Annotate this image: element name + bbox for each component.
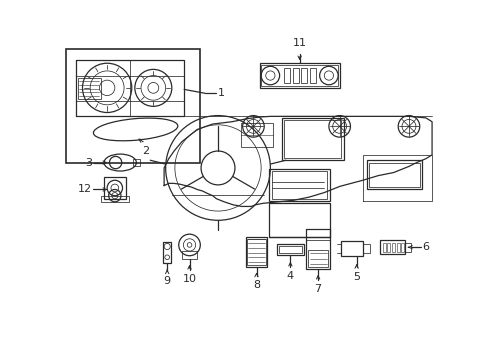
Bar bbox=[163, 242, 171, 264]
Bar bbox=[383, 243, 386, 252]
Bar bbox=[104, 177, 125, 199]
Text: 2: 2 bbox=[142, 147, 149, 156]
Text: 7: 7 bbox=[315, 284, 321, 294]
Bar bbox=[367, 160, 422, 189]
Bar bbox=[182, 251, 197, 259]
Text: 8: 8 bbox=[253, 280, 260, 291]
Text: 1: 1 bbox=[218, 88, 225, 98]
Bar bbox=[245, 237, 268, 266]
Bar bbox=[401, 243, 404, 252]
Bar bbox=[308, 249, 328, 266]
Bar bbox=[388, 243, 391, 252]
Bar bbox=[284, 68, 291, 83]
Bar bbox=[381, 240, 405, 254]
Bar bbox=[369, 163, 420, 187]
Text: 12: 12 bbox=[77, 184, 92, 194]
Text: 4: 4 bbox=[287, 271, 294, 281]
Bar bbox=[276, 244, 304, 255]
Bar bbox=[397, 243, 400, 252]
Bar bbox=[241, 122, 273, 147]
Text: 10: 10 bbox=[182, 274, 196, 284]
Bar bbox=[272, 171, 327, 199]
Text: 11: 11 bbox=[293, 38, 307, 48]
Bar bbox=[341, 241, 363, 256]
Bar bbox=[284, 120, 341, 158]
Bar bbox=[260, 63, 340, 88]
Bar bbox=[261, 65, 338, 86]
Bar bbox=[78, 78, 101, 99]
Bar bbox=[269, 203, 330, 237]
Bar bbox=[306, 229, 330, 269]
Bar bbox=[363, 244, 370, 253]
Bar bbox=[301, 68, 307, 83]
Bar bbox=[247, 239, 266, 265]
Text: 6: 6 bbox=[422, 242, 429, 252]
Text: 9: 9 bbox=[164, 276, 171, 286]
Bar bbox=[392, 243, 395, 252]
Bar bbox=[132, 159, 140, 166]
Bar bbox=[405, 243, 411, 252]
Bar bbox=[282, 118, 343, 160]
Bar bbox=[269, 169, 330, 201]
Bar bbox=[310, 68, 316, 83]
Bar bbox=[293, 68, 299, 83]
Text: 3: 3 bbox=[85, 158, 93, 167]
Bar bbox=[101, 196, 129, 202]
Bar bbox=[279, 246, 302, 253]
Text: 5: 5 bbox=[353, 272, 360, 282]
Bar bbox=[306, 229, 330, 239]
Bar bbox=[66, 49, 199, 163]
